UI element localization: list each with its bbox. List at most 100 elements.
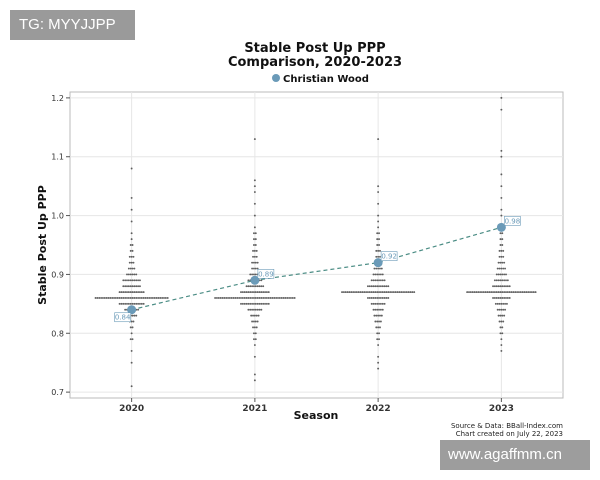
league-dot [496, 267, 499, 270]
league-dot [493, 285, 496, 288]
y-tick-label: 1.2 [51, 94, 64, 103]
league-dot [130, 238, 133, 241]
league-dot [379, 314, 381, 317]
league-dot [378, 244, 380, 246]
league-dot [236, 297, 239, 299]
league-dot [383, 302, 386, 305]
league-dot [130, 167, 133, 170]
league-dot [532, 291, 535, 294]
league-dot [214, 297, 217, 299]
league-dot [253, 297, 255, 299]
league-dot [130, 255, 133, 258]
league-dot [377, 191, 380, 193]
league-dot [357, 291, 360, 294]
league-dot [132, 261, 135, 264]
league-dot [502, 302, 505, 305]
league-dot [103, 297, 106, 299]
league-dot [258, 302, 261, 305]
league-dot [500, 302, 503, 305]
league-dot [469, 291, 472, 294]
league-dot [252, 255, 254, 258]
league-dot [245, 285, 248, 288]
league-dot [228, 297, 231, 299]
league-dot [251, 267, 254, 270]
league-dot [124, 291, 127, 294]
league-dot [245, 291, 248, 294]
league-dot [500, 320, 503, 323]
legend-marker [272, 74, 280, 82]
league-dot [271, 297, 274, 299]
league-dot [137, 297, 140, 299]
league-dot [376, 297, 379, 299]
league-dot [374, 273, 377, 276]
league-dot [251, 273, 254, 276]
league-dot [502, 255, 505, 258]
league-dot [367, 297, 369, 299]
league-dot [494, 302, 497, 305]
league-dot [94, 297, 97, 299]
league-dot [127, 291, 130, 294]
league-dot [503, 273, 506, 276]
league-dot [342, 291, 345, 294]
league-dot [367, 291, 369, 294]
league-dot [247, 308, 250, 311]
league-dot [131, 326, 134, 329]
league-dot [251, 320, 254, 323]
league-dot [377, 355, 380, 358]
league-dot [501, 273, 504, 276]
league-dot [376, 238, 379, 241]
league-dot [251, 302, 254, 305]
league-dot [254, 302, 257, 305]
league-dot [126, 302, 128, 305]
league-dot [135, 291, 138, 294]
league-dot [102, 297, 104, 299]
league-dot [126, 273, 128, 276]
league-dot [142, 291, 145, 294]
league-dot [255, 314, 258, 317]
y-tick-label: 0.9 [51, 270, 64, 279]
league-dot [127, 297, 130, 299]
league-distribution [94, 96, 537, 388]
league-dot [131, 273, 134, 276]
league-dot [253, 308, 255, 311]
league-dot [495, 297, 498, 299]
league-dot [500, 344, 503, 346]
league-dot [477, 291, 480, 294]
league-dot [492, 285, 494, 288]
league-dot [253, 285, 255, 288]
league-dot [130, 208, 133, 211]
league-dot [379, 267, 381, 270]
highlight-series: 0.84 0.89 0.92 0.98 [114, 216, 521, 323]
league-dot [391, 291, 393, 294]
league-dot [376, 232, 379, 235]
league-dot [508, 297, 511, 299]
league-dot [503, 285, 506, 288]
league-dot [253, 202, 256, 205]
league-dot [131, 244, 134, 246]
league-dot [151, 297, 154, 299]
league-dot [396, 291, 399, 294]
league-dot [374, 291, 377, 294]
league-dot [501, 261, 504, 264]
league-dot [253, 344, 256, 346]
league-dot [260, 285, 263, 288]
league-dot [129, 267, 132, 270]
league-dot [253, 273, 255, 276]
league-dot [267, 291, 270, 294]
league-dot [500, 185, 503, 188]
league-dot [133, 267, 136, 270]
league-dot [293, 297, 296, 299]
league-dot [278, 297, 281, 299]
league-dot [217, 297, 220, 299]
league-dot [348, 291, 351, 294]
highlight-label-box [380, 251, 398, 261]
league-dot [153, 297, 156, 299]
league-dot [495, 279, 498, 282]
league-dot [254, 285, 257, 288]
highlight-label-box [504, 216, 521, 226]
league-dot [131, 314, 134, 317]
league-dot [129, 249, 132, 252]
league-dot [398, 291, 401, 294]
league-dot [129, 279, 132, 282]
league-dot [249, 285, 252, 288]
